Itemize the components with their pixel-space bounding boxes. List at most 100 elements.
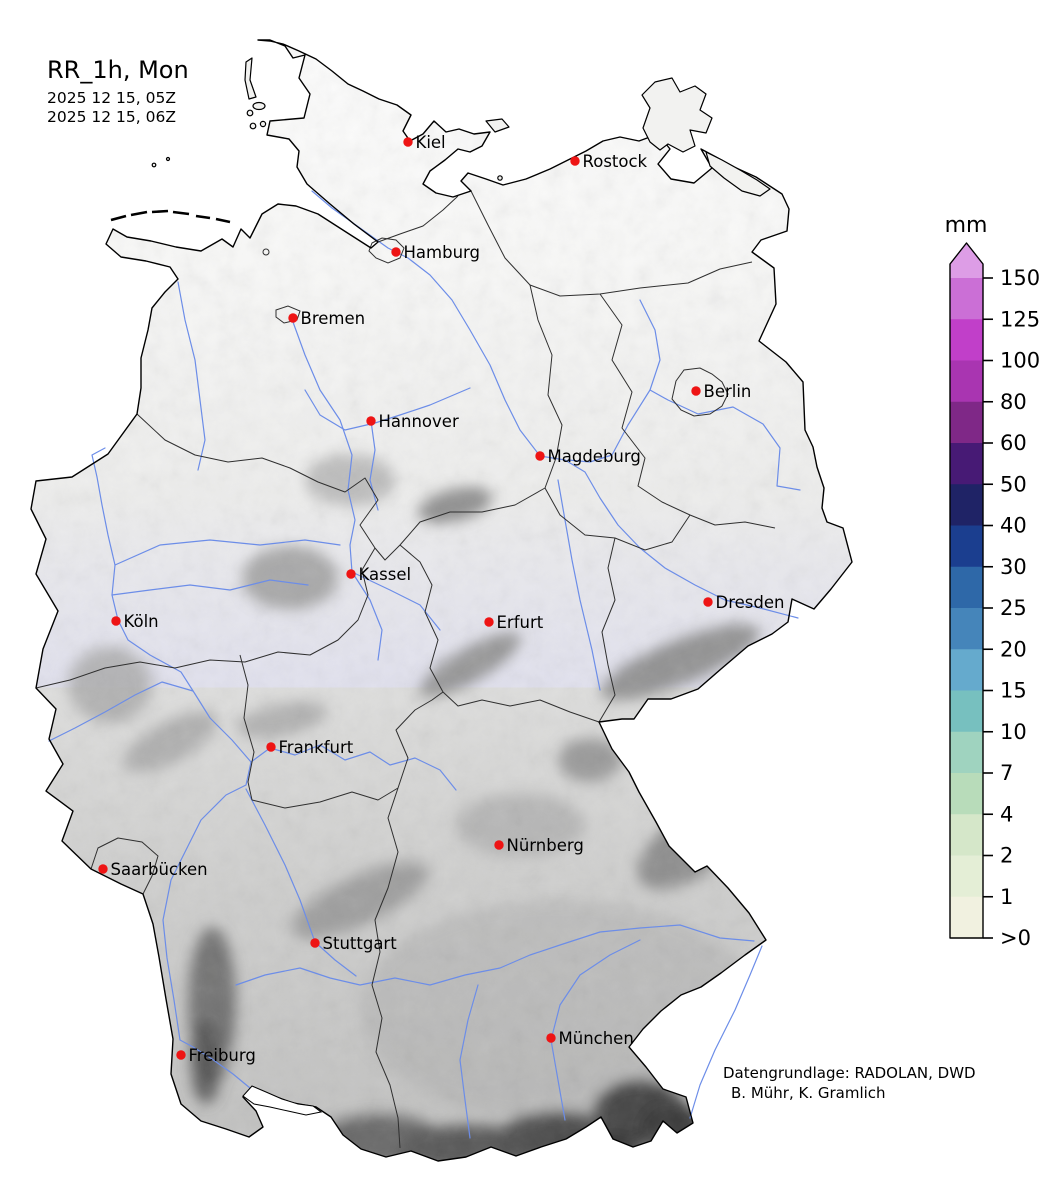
river-ems: [177, 281, 206, 471]
colorbar-tick-label: 60: [1000, 431, 1027, 455]
colorbar-tick-label: 80: [1000, 390, 1027, 414]
river-inn: [689, 945, 763, 1119]
colorbar-tick-label: 7: [1000, 761, 1013, 785]
colorbar-tick-label: 4: [1000, 802, 1013, 826]
colorbar-tick-label: 2: [1000, 844, 1013, 868]
city-dot-icon: [691, 386, 701, 396]
colorbar-segment: [950, 443, 983, 485]
city-label: Rostock: [583, 152, 648, 171]
city-dot-icon: [266, 742, 276, 752]
colorbar-tick-label: 40: [1000, 514, 1027, 538]
river-rhine: [91, 447, 252, 1089]
city-label: Bremen: [301, 309, 366, 328]
river-neckar: [245, 788, 357, 977]
city-dot-icon: [703, 597, 713, 607]
lake-bodensee: [242, 1085, 323, 1116]
colorbar-segment: [950, 855, 983, 898]
coastline-islands: [110, 57, 771, 224]
colorbar-tick-label: 50: [1000, 472, 1027, 496]
city-marker-rostock: Rostock: [570, 152, 648, 171]
river-lech: [459, 984, 479, 1139]
colorbar-segments: [950, 278, 983, 939]
river-fulda-werra: [351, 571, 441, 631]
city-dot-icon: [494, 840, 504, 850]
city-label: Köln: [124, 612, 159, 631]
river-saale: [557, 479, 601, 691]
city-label: Kiel: [416, 133, 446, 152]
river-leine: [369, 420, 379, 511]
colorbar-segment: [950, 896, 983, 939]
city-markers: Kiel Rostock Hamburg Bremen Berlin Hannover Ma…: [98, 133, 784, 1065]
colorbar-segment: [950, 484, 983, 527]
colorbar-segment: [950, 319, 983, 362]
city-marker-köln: Köln: [111, 612, 159, 631]
city-marker-magdeburg: Magdeburg: [535, 447, 641, 466]
colorbar-tick-label: 150: [1000, 266, 1040, 290]
city-dot-icon: [98, 864, 108, 874]
colorbar-segment: [950, 278, 983, 320]
map-subtitle-start: 2025 12 15, 05Z: [47, 89, 176, 107]
colorbar-segment: [950, 401, 983, 444]
city-dot-icon: [176, 1050, 186, 1060]
city-dot-icon: [546, 1033, 556, 1043]
city-marker-kiel: Kiel: [403, 133, 446, 152]
city-marker-nürnberg: Nürnberg: [494, 836, 584, 855]
city-dot-icon: [570, 156, 580, 166]
city-label: Saarbücken: [111, 860, 208, 879]
city-label: Freiburg: [189, 1046, 256, 1065]
city-dot-icon: [484, 617, 494, 627]
colorbar-segment: [950, 649, 983, 692]
colorbar-tick-label: 30: [1000, 555, 1027, 579]
colorbar-unit-label: mm: [945, 213, 988, 238]
colorbar-frame: [949, 242, 984, 939]
city-marker-freiburg: Freiburg: [176, 1046, 256, 1065]
city-marker-erfurt: Erfurt: [484, 613, 544, 632]
city-label: Kassel: [359, 565, 412, 584]
city-label: Dresden: [716, 593, 785, 612]
colorbar-tick-label: >0: [1000, 926, 1031, 950]
colorbar-segment: [950, 690, 983, 733]
colorbar-segment: [950, 525, 983, 568]
city-dot-icon: [346, 569, 356, 579]
colorbar-segment: [950, 360, 983, 403]
germany-outline: [30, 39, 853, 1162]
city-label: Frankfurt: [279, 738, 354, 757]
colorbar-tick-label: 1: [1000, 885, 1013, 909]
city-label: München: [559, 1029, 634, 1048]
rivers: [48, 190, 801, 1139]
city-marker-stuttgart: Stuttgart: [310, 934, 397, 953]
colorbar-segment: [950, 814, 983, 857]
colorbar-tick-label: 125: [1000, 307, 1040, 331]
city-dot-icon: [366, 416, 376, 426]
city-marker-frankfurt: Frankfurt: [266, 738, 354, 757]
colorbar-segment: [950, 566, 983, 609]
city-label: Hannover: [379, 412, 459, 431]
colorbar-tick-label: 20: [1000, 637, 1027, 661]
river-lippe: [114, 539, 341, 566]
city-marker-bremen: Bremen: [288, 309, 365, 328]
city-label: Stuttgart: [323, 934, 398, 953]
river-havel-lower: [567, 389, 651, 463]
colorbar-arrow-icon: [950, 243, 983, 278]
city-marker-saarbücken: Saarbücken: [98, 860, 208, 879]
attribution-line-2: B. Mühr, K. Gramlich: [731, 1084, 886, 1102]
river-isar: [550, 939, 641, 1121]
city-dot-icon: [535, 451, 545, 461]
colorbar-tick-label: 100: [1000, 349, 1040, 373]
city-dot-icon: [403, 137, 413, 147]
city-marker-kassel: Kassel: [346, 565, 411, 584]
city-dot-icon: [288, 313, 298, 323]
city-label: Berlin: [704, 382, 752, 401]
colorbar-tick-label: 10: [1000, 720, 1027, 744]
city-dot-icon: [111, 616, 121, 626]
river-danube: [235, 924, 755, 986]
city-dot-icon: [391, 247, 401, 257]
colorbar: mm 150 125 100 80 60 50 40 30 25 20 15 10 7 4 2 1 >0: [945, 213, 1041, 950]
city-marker-münchen: München: [546, 1029, 634, 1048]
city-dot-icon: [310, 938, 320, 948]
colorbar-segment: [950, 773, 983, 815]
colorbar-segment: [950, 731, 983, 774]
